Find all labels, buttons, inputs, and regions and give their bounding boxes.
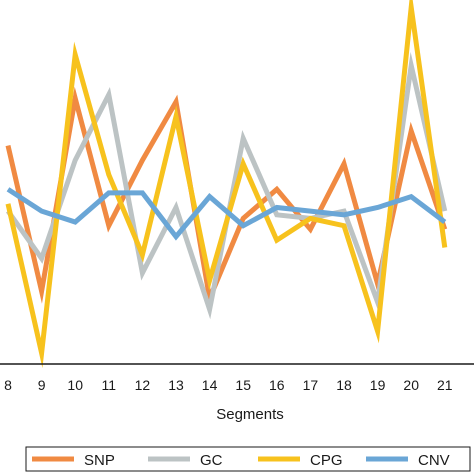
x-tick-labels: 8 9 10 11 12 13 14 15 16 17 18 19 20 21 — [4, 377, 453, 393]
legend-items: SNP GC CPG CNV — [32, 452, 450, 469]
x-tick-label: 13 — [168, 377, 184, 393]
x-tick-label: 8 — [4, 377, 12, 393]
x-tick-label: 21 — [437, 377, 453, 393]
x-tick-label: 17 — [303, 377, 319, 393]
x-tick-label: 18 — [336, 377, 352, 393]
legend-label-cpg: CPG — [310, 452, 343, 469]
x-tick-label: 12 — [135, 377, 151, 393]
x-tick-label: 16 — [269, 377, 285, 393]
series-lines — [5, 0, 448, 369]
x-tick-label: 20 — [403, 377, 419, 393]
x-tick-label: 9 — [38, 377, 46, 393]
series-line-cnv — [6, 187, 447, 241]
x-tick-label: 14 — [202, 377, 218, 393]
x-tick-label: 10 — [67, 377, 83, 393]
legend: SNP GC CPG CNV — [25, 446, 471, 472]
x-tick-label: 19 — [370, 377, 386, 393]
legend-label-gc: GC — [200, 452, 223, 469]
legend-label-cnv: CNV — [418, 452, 450, 469]
series-line-snp — [5, 86, 448, 308]
series-line-cpg — [5, 0, 448, 369]
legend-label-snp: SNP — [84, 452, 115, 469]
x-tick-label: 11 — [102, 377, 117, 393]
x-tick-label: 15 — [235, 377, 251, 393]
x-axis-title: Segments — [216, 406, 284, 423]
